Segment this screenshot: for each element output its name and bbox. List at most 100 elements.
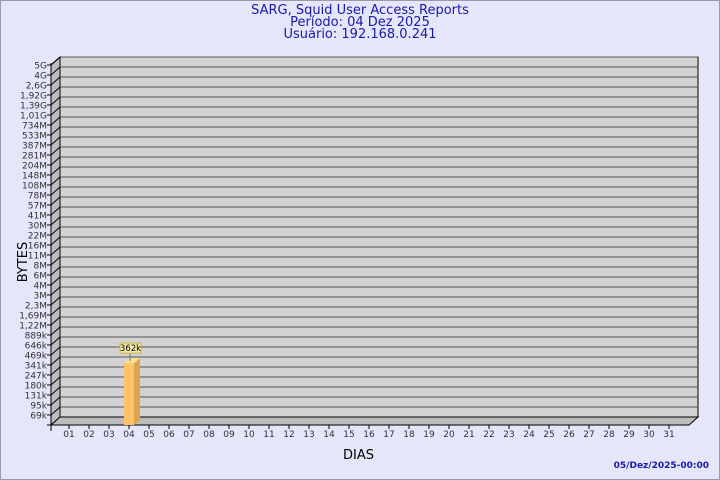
x-tick-label: 29	[623, 430, 635, 440]
bar-side-04	[134, 358, 140, 425]
y-tick-label: 108M	[22, 182, 47, 192]
gridline-side	[50, 256, 61, 266]
gridline-side	[50, 376, 61, 386]
gridline-side	[50, 216, 61, 226]
gridline-side	[50, 246, 61, 256]
bar-top-04	[124, 358, 140, 364]
y-tick-label: 2,6G	[26, 82, 47, 92]
x-tick-label: 28	[603, 430, 615, 440]
y-tick-label: 41M	[28, 212, 47, 222]
gridline-side	[50, 276, 61, 286]
gridline-side	[50, 56, 61, 66]
x-tick-label: 02	[83, 430, 94, 440]
y-tick-label: 11M	[28, 252, 47, 262]
gridline-side	[50, 226, 61, 236]
x-tick-label: 16	[363, 430, 375, 440]
gridline-side	[50, 326, 61, 336]
x-tick-label: 03	[103, 430, 114, 440]
gridline-side	[50, 296, 61, 306]
gridline-side	[50, 76, 61, 86]
x-tick-label: 05	[143, 430, 154, 440]
y-tick-label: 131k	[25, 392, 48, 402]
x-tick-label: 18	[403, 430, 415, 440]
y-tick-label: 2,3M	[25, 302, 47, 312]
x-tick-label: 22	[483, 430, 494, 440]
gridline-side	[50, 206, 61, 216]
y-tick-label: 57M	[28, 202, 47, 212]
y-tick-label: 3M	[34, 292, 48, 302]
x-tick-label: 24	[523, 430, 535, 440]
x-tick-label: 01	[63, 430, 74, 440]
bar-04	[124, 363, 134, 425]
x-tick-label: 04	[123, 430, 135, 440]
gridline-side	[50, 396, 61, 406]
gridline-side	[50, 126, 61, 136]
gridline-side	[50, 386, 61, 396]
data-label-box	[119, 342, 142, 354]
gridline-side	[50, 146, 61, 156]
gridline-side	[50, 336, 61, 346]
x-axis-label: DIAS	[343, 448, 374, 463]
footer-timestamp: 05/Dez/2025-00:00	[613, 461, 709, 471]
x-tick-label: 17	[383, 430, 394, 440]
gridline-side	[50, 356, 61, 366]
chart-period: Período: 04 Dez 2025	[290, 15, 430, 30]
y-tick-label: 1,01G	[20, 112, 47, 122]
y-tick-label: 4G	[34, 72, 47, 82]
x-tick-label: 20	[443, 430, 455, 440]
y-tick-label: 469k	[25, 352, 48, 362]
x-tick-label: 13	[303, 430, 314, 440]
x-tick-label: 30	[643, 430, 655, 440]
data-label: 362k	[120, 344, 141, 354]
y-tick-label: 1,39G	[20, 102, 47, 112]
y-tick-label: 78M	[28, 192, 47, 202]
y-tick-label: 1,69M	[19, 312, 47, 322]
gridline-side	[50, 346, 61, 356]
gridline-side	[50, 116, 61, 126]
x-tick-label: 19	[423, 430, 435, 440]
x-tick-label: 08	[203, 430, 215, 440]
x-tick-label: 06	[163, 430, 175, 440]
x-tick-label: 11	[263, 430, 274, 440]
y-tick-label: 247k	[25, 372, 48, 382]
x-tick-label: 25	[543, 430, 554, 440]
y-tick-label: 30M	[28, 222, 47, 232]
y-tick-label: 734M	[22, 122, 47, 132]
x-tick-label: 09	[223, 430, 235, 440]
gridline-side	[50, 66, 61, 76]
y-tick-label: 646k	[25, 342, 48, 352]
gridline-side	[50, 196, 61, 206]
gridline-side	[50, 286, 61, 296]
gridline-side	[50, 156, 61, 166]
x-tick-label: 15	[343, 430, 354, 440]
y-tick-label: 8M	[34, 262, 48, 272]
x-tick-label: 27	[583, 430, 594, 440]
y-tick-label: 69k	[30, 412, 47, 422]
x-tick-label: 07	[183, 430, 194, 440]
y-tick-label: 4M	[34, 282, 48, 292]
gridline-side	[50, 136, 61, 146]
plot-floor	[49, 416, 700, 426]
y-tick-label: 22M	[28, 232, 47, 242]
y-tick-label: 180k	[25, 382, 48, 392]
gridline-side	[50, 86, 61, 96]
gridline-side	[50, 106, 61, 116]
x-tick-label: 21	[463, 430, 474, 440]
y-tick-label: 16M	[28, 242, 47, 252]
y-tick-label: 1,22M	[19, 322, 47, 332]
chart-title: SARG, Squid User Access Reports	[251, 3, 469, 18]
gridline-side	[50, 406, 61, 416]
y-tick-label: 6M	[34, 272, 48, 282]
chart-user: Usuário: 192.168.0.241	[283, 27, 437, 42]
y-tick-label: 281M	[22, 152, 47, 162]
gridline-side	[50, 166, 61, 176]
gridline-side	[50, 306, 61, 316]
y-tick-label: 148M	[22, 172, 47, 182]
x-tick-label: 10	[243, 430, 255, 440]
gridline-side	[50, 236, 61, 246]
gridline-side	[50, 316, 61, 326]
gridline-side	[50, 266, 61, 276]
y-axis-label: BYTES	[15, 241, 31, 283]
y-tick-label: 1,92G	[20, 92, 47, 102]
